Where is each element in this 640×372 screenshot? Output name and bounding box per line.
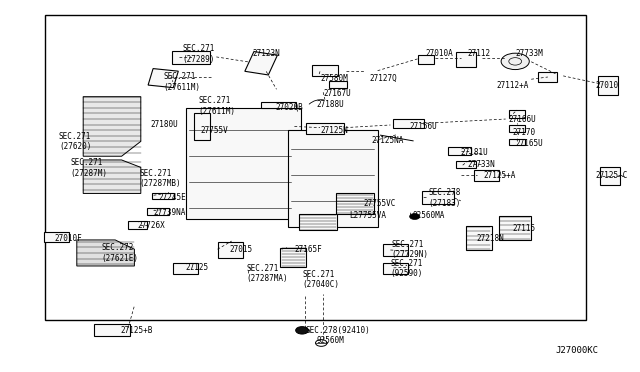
Bar — [299, 214, 337, 230]
Text: SEC.271
(27289): SEC.271 (27289) — [182, 44, 215, 64]
Bar — [448, 147, 471, 155]
Text: 27156U: 27156U — [410, 122, 437, 131]
Bar — [383, 263, 408, 274]
Bar — [306, 123, 344, 134]
Text: 27125+C: 27125+C — [595, 171, 628, 180]
Bar — [186, 108, 301, 219]
Text: 27180U: 27180U — [150, 120, 178, 129]
Text: 27125+A: 27125+A — [483, 171, 516, 180]
Bar — [152, 193, 174, 199]
Text: L27755VA: L27755VA — [349, 211, 386, 220]
Bar — [422, 191, 454, 204]
Text: 27125N: 27125N — [320, 126, 348, 135]
Text: SEC.271
(92590): SEC.271 (92590) — [390, 259, 423, 278]
Polygon shape — [83, 97, 141, 156]
Bar — [44, 232, 69, 242]
Bar — [509, 110, 525, 118]
Text: 27181U: 27181U — [461, 148, 488, 157]
Text: 27010F: 27010F — [54, 234, 82, 243]
Text: 27733N: 27733N — [467, 160, 495, 169]
Text: 27165U: 27165U — [515, 139, 543, 148]
Text: 27010: 27010 — [595, 81, 618, 90]
Text: 27739NA: 27739NA — [154, 208, 186, 217]
Text: 27580M: 27580M — [320, 74, 348, 83]
Bar — [128, 221, 147, 229]
Text: SEC.271
(27620): SEC.271 (27620) — [59, 132, 92, 151]
Bar — [509, 125, 525, 132]
Bar — [288, 130, 378, 227]
Circle shape — [296, 327, 308, 334]
Text: 92560M: 92560M — [317, 336, 344, 345]
Bar — [466, 226, 492, 250]
Bar — [95, 324, 129, 336]
Bar — [456, 161, 476, 168]
Text: 27755V: 27755V — [200, 126, 228, 135]
Bar — [418, 55, 434, 64]
Bar — [173, 263, 198, 274]
Bar — [598, 76, 618, 95]
Text: J27000KC: J27000KC — [556, 346, 598, 355]
Text: 27112: 27112 — [467, 49, 490, 58]
Bar — [538, 72, 557, 81]
Text: 27726X: 27726X — [138, 221, 165, 230]
Circle shape — [410, 214, 420, 219]
Text: 27127Q: 27127Q — [370, 74, 397, 83]
Text: SEC.271
(27040C): SEC.271 (27040C) — [302, 270, 339, 289]
Circle shape — [501, 53, 529, 70]
Bar — [600, 167, 620, 185]
Bar — [280, 248, 306, 267]
Polygon shape — [77, 240, 134, 266]
Text: SEC.271
(27611M): SEC.271 (27611M) — [198, 96, 236, 116]
Text: 27167U: 27167U — [323, 89, 351, 97]
Bar — [499, 216, 531, 240]
Text: 27188U: 27188U — [317, 100, 344, 109]
Bar — [45, 15, 586, 320]
Bar — [329, 81, 347, 88]
Text: 27112+A: 27112+A — [496, 81, 529, 90]
Text: SEC.271
(27287MB): SEC.271 (27287MB) — [140, 169, 181, 188]
Text: 27245E: 27245E — [159, 193, 186, 202]
Text: SEC.278
(27183): SEC.278 (27183) — [429, 188, 461, 208]
Bar — [312, 65, 338, 76]
Text: SEC.272
(27621E): SEC.272 (27621E) — [101, 243, 138, 263]
Text: 27123N: 27123N — [253, 49, 280, 58]
Bar — [148, 68, 179, 88]
Text: 27115: 27115 — [512, 224, 535, 233]
Bar — [509, 139, 525, 145]
Text: 27125NA: 27125NA — [371, 136, 404, 145]
Bar — [336, 193, 374, 214]
Text: 27170: 27170 — [512, 128, 535, 137]
Text: 27755VC: 27755VC — [364, 199, 396, 208]
Bar — [261, 102, 296, 108]
Text: 27020B: 27020B — [275, 103, 303, 112]
Text: SEC.271
(27287MA): SEC.271 (27287MA) — [246, 264, 288, 283]
Text: SEC.278(92410): SEC.278(92410) — [306, 326, 371, 335]
Bar — [193, 112, 210, 140]
Text: 27733M: 27733M — [515, 49, 543, 58]
Bar — [218, 242, 243, 258]
Polygon shape — [83, 160, 141, 193]
Text: 27015: 27015 — [229, 245, 252, 254]
Bar — [147, 208, 169, 215]
Text: 27166U: 27166U — [509, 115, 536, 124]
Bar — [245, 52, 277, 75]
Bar — [172, 51, 210, 64]
Text: 27165F: 27165F — [294, 245, 322, 254]
Bar — [383, 244, 408, 256]
Bar — [474, 170, 499, 181]
Bar — [456, 52, 476, 67]
Bar — [393, 119, 424, 128]
Text: 92560MA: 92560MA — [413, 211, 445, 220]
Text: 27010A: 27010A — [426, 49, 453, 58]
Text: 27125+B: 27125+B — [120, 326, 153, 335]
Text: SEC.271
(27729N): SEC.271 (27729N) — [392, 240, 429, 259]
Text: 27218N: 27218N — [477, 234, 504, 243]
Text: 27125: 27125 — [186, 263, 209, 272]
Text: SEC.271
(27287M): SEC.271 (27287M) — [70, 158, 108, 178]
Text: SEC.271
(27611M): SEC.271 (27611M) — [163, 72, 200, 92]
